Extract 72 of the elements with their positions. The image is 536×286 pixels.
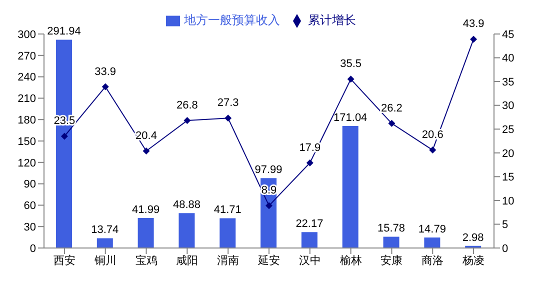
data-label: 26.8 <box>176 100 198 112</box>
bar <box>424 237 440 248</box>
legend-label: 地方一般预算收入 <box>184 13 280 27</box>
data-label: 13.74 <box>91 224 119 236</box>
bar <box>342 126 358 248</box>
data-label: 15.78 <box>378 222 406 235</box>
x-tick-label: 杨凌 <box>462 254 485 267</box>
point <box>184 117 191 124</box>
y2-tick-label: 10 <box>502 195 514 208</box>
y2-tick-label: 35 <box>502 76 514 88</box>
y-tick-label: 210 <box>18 93 36 106</box>
data-label: 48.88 <box>172 199 200 212</box>
point <box>429 146 436 154</box>
y-tick-label: 120 <box>18 157 36 170</box>
data-label: 8.9 <box>261 184 277 197</box>
x-tick-label: 渭南 <box>217 254 240 267</box>
data-label: 43.9 <box>462 18 484 30</box>
bar <box>383 236 400 248</box>
x-tick-label: 西安 <box>53 254 76 267</box>
y-tick-label: 180 <box>18 114 36 127</box>
y2-tick-label: 45 <box>502 28 514 41</box>
x-tick-label: 宝鸡 <box>135 254 158 267</box>
point <box>347 76 354 83</box>
point <box>306 159 314 166</box>
y2-tick-label: 0 <box>502 242 508 255</box>
y2-tick-label: 20 <box>502 148 514 160</box>
point <box>60 132 68 140</box>
y-tick-label: 150 <box>18 136 36 148</box>
point <box>266 202 272 210</box>
data-label: 22.17 <box>296 218 324 230</box>
bar <box>301 232 318 248</box>
data-label: 41.71 <box>214 204 242 216</box>
x-tick-label: 延安 <box>257 254 280 267</box>
y2-tick-label: 30 <box>502 100 514 112</box>
data-label: 41.99 <box>132 204 160 216</box>
data-label: 26.2 <box>381 102 402 114</box>
y-tick-label: 90 <box>24 178 36 191</box>
x-tick-label: 安康 <box>380 254 403 267</box>
y2-tick-label: 15 <box>502 172 514 184</box>
data-label: 14.79 <box>418 223 446 236</box>
point <box>224 114 232 122</box>
x-tick-label: 商洛 <box>422 254 444 267</box>
y-tick-label: 240 <box>18 72 36 84</box>
y2-tick-label: 5 <box>502 219 508 232</box>
data-label: 35.5 <box>340 58 362 70</box>
data-label: 291.94 <box>47 26 81 38</box>
bar <box>96 238 113 248</box>
x-tick-label: 榆林 <box>340 254 362 267</box>
data-label: 97.99 <box>254 164 282 176</box>
point <box>142 147 150 154</box>
bar <box>220 218 236 248</box>
bar <box>138 218 154 248</box>
y-tick-label: 30 <box>24 222 36 234</box>
y-tick-label: 300 <box>18 28 36 41</box>
point <box>102 83 109 90</box>
y-tick-label: 270 <box>18 50 36 62</box>
point <box>388 120 396 127</box>
y2-tick-label: 25 <box>502 124 514 136</box>
x-tick-label: 咸阳 <box>176 254 198 267</box>
x-tick-label: 汉中 <box>298 254 321 267</box>
y-tick-label: 60 <box>24 200 36 212</box>
y-tick-label: 0 <box>30 242 36 255</box>
y2-tick-label: 40 <box>502 52 514 65</box>
legend-label: 累计增长 <box>308 13 356 27</box>
point <box>470 36 478 43</box>
data-label: 27.3 <box>217 97 239 110</box>
data-label: 171.04 <box>334 112 368 124</box>
bar <box>178 213 195 248</box>
data-label: 33.9 <box>94 66 116 78</box>
data-label: 20.4 <box>136 130 157 142</box>
x-tick-label: 铜川 <box>93 254 116 267</box>
data-label: 2.98 <box>462 232 484 244</box>
